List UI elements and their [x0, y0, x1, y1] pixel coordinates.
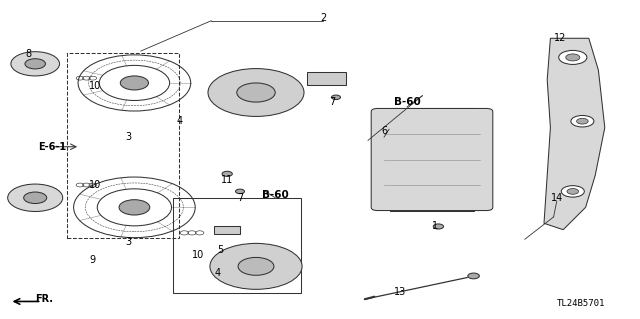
- Bar: [214, 226, 240, 234]
- Text: 10: 10: [88, 180, 101, 190]
- Circle shape: [237, 83, 275, 102]
- Polygon shape: [544, 38, 605, 230]
- Ellipse shape: [375, 108, 444, 211]
- Circle shape: [567, 189, 579, 194]
- Text: 3: 3: [125, 132, 131, 142]
- Circle shape: [561, 186, 584, 197]
- Circle shape: [571, 115, 594, 127]
- Circle shape: [559, 50, 587, 64]
- FancyBboxPatch shape: [371, 108, 493, 211]
- Bar: [307, 72, 346, 85]
- Text: 10: 10: [192, 250, 205, 260]
- Text: 13: 13: [394, 287, 406, 297]
- Text: 9: 9: [90, 255, 96, 265]
- Circle shape: [119, 200, 150, 215]
- Text: 11: 11: [221, 175, 234, 185]
- Text: 12: 12: [554, 33, 566, 43]
- Text: 1: 1: [432, 221, 438, 232]
- Circle shape: [566, 54, 580, 61]
- Text: B-60: B-60: [262, 189, 289, 200]
- Text: 3: 3: [125, 237, 131, 248]
- Circle shape: [222, 171, 232, 176]
- Circle shape: [8, 184, 63, 211]
- Text: 4: 4: [214, 268, 221, 278]
- Circle shape: [25, 59, 45, 69]
- Circle shape: [577, 118, 588, 124]
- Circle shape: [24, 192, 47, 204]
- Bar: [390, 108, 474, 211]
- Text: TL24B5701: TL24B5701: [556, 299, 605, 308]
- Circle shape: [11, 52, 60, 76]
- Text: 7: 7: [237, 193, 243, 203]
- Bar: [67, 53, 179, 238]
- Bar: [173, 198, 301, 293]
- Circle shape: [238, 257, 274, 275]
- Circle shape: [468, 273, 479, 279]
- Text: 5: 5: [218, 245, 224, 256]
- Text: FR.: FR.: [35, 294, 53, 304]
- Text: 10: 10: [88, 81, 101, 91]
- Text: 8: 8: [26, 49, 32, 59]
- Circle shape: [208, 69, 304, 116]
- Circle shape: [332, 95, 340, 100]
- Circle shape: [210, 243, 302, 289]
- Text: 4: 4: [176, 116, 182, 126]
- Circle shape: [120, 76, 148, 90]
- Circle shape: [236, 189, 244, 194]
- Text: 14: 14: [550, 193, 563, 203]
- Text: B-60: B-60: [394, 97, 420, 107]
- Text: E-6-1: E-6-1: [38, 142, 67, 152]
- Circle shape: [433, 224, 444, 229]
- Text: 2: 2: [320, 12, 326, 23]
- Text: 7: 7: [330, 97, 336, 107]
- Text: 6: 6: [381, 126, 387, 136]
